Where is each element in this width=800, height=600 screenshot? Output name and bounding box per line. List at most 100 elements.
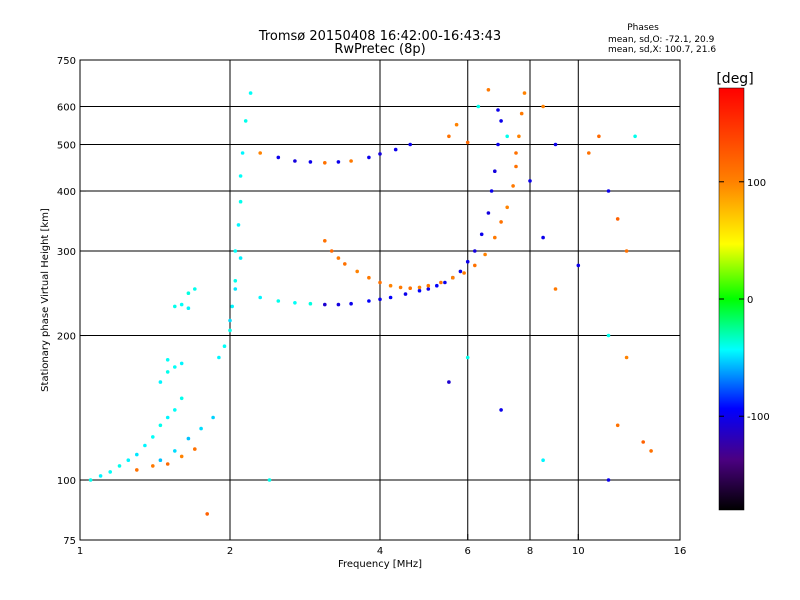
data-point bbox=[522, 91, 527, 95]
data-point bbox=[465, 355, 470, 360]
data-point bbox=[439, 280, 443, 285]
data-point bbox=[158, 458, 163, 463]
colorbar-ticks: -100 0 100 bbox=[719, 178, 770, 423]
data-point bbox=[165, 370, 170, 374]
y-tick-label: 100 bbox=[57, 476, 76, 487]
data-point bbox=[228, 318, 232, 323]
data-point bbox=[158, 423, 163, 428]
data-point bbox=[511, 184, 515, 188]
data-point bbox=[541, 458, 545, 463]
data-point bbox=[378, 280, 382, 285]
data-point bbox=[505, 205, 510, 210]
data-point bbox=[293, 159, 297, 163]
data-point bbox=[435, 283, 439, 288]
data-point bbox=[88, 478, 93, 482]
x-tick-label: 4 bbox=[377, 546, 383, 557]
data-point bbox=[587, 151, 591, 155]
data-point bbox=[649, 449, 653, 453]
data-point bbox=[151, 435, 155, 439]
data-point bbox=[248, 91, 253, 95]
data-point bbox=[233, 287, 238, 291]
data-point bbox=[276, 155, 281, 160]
data-point bbox=[308, 301, 313, 306]
x-tick-label: 8 bbox=[527, 546, 533, 557]
data-point bbox=[179, 302, 184, 307]
x-tick-label: 1 bbox=[77, 546, 83, 557]
data-point bbox=[624, 355, 629, 360]
data-point bbox=[486, 211, 491, 215]
colorbar-tick-label: 100 bbox=[747, 178, 766, 189]
data-point bbox=[499, 119, 503, 123]
data-point bbox=[606, 189, 611, 193]
y-tick-label: 400 bbox=[57, 187, 76, 198]
data-point bbox=[398, 285, 403, 290]
y-tick-label: 200 bbox=[57, 332, 76, 343]
data-point bbox=[496, 108, 500, 112]
data-point bbox=[443, 280, 447, 285]
data-point bbox=[143, 443, 147, 448]
data-point bbox=[349, 301, 353, 306]
data-point bbox=[135, 452, 139, 457]
data-point bbox=[541, 235, 545, 240]
data-point bbox=[451, 275, 455, 280]
colorbar-label: [deg] bbox=[716, 71, 753, 87]
y-tick-label: 300 bbox=[57, 247, 76, 258]
data-point bbox=[505, 134, 510, 139]
x-tick-label: 6 bbox=[465, 546, 471, 557]
data-point bbox=[228, 328, 232, 333]
data-point bbox=[336, 160, 341, 164]
data-point bbox=[186, 436, 191, 441]
data-point bbox=[479, 232, 484, 237]
data-point bbox=[499, 408, 503, 412]
data-points bbox=[88, 88, 653, 516]
data-point bbox=[417, 285, 422, 290]
stats-x-mode: mean, sd,X: 100.7, 21.6 bbox=[608, 45, 716, 55]
data-point bbox=[205, 512, 209, 516]
data-point bbox=[462, 271, 466, 275]
data-point bbox=[393, 147, 398, 152]
data-point bbox=[473, 263, 477, 268]
data-point bbox=[165, 358, 170, 362]
data-point bbox=[233, 249, 238, 253]
data-point bbox=[496, 142, 500, 147]
data-point bbox=[465, 259, 470, 264]
data-point bbox=[258, 295, 263, 300]
data-point bbox=[528, 179, 532, 183]
data-point bbox=[173, 365, 177, 369]
data-point bbox=[217, 355, 221, 360]
data-point bbox=[323, 161, 327, 165]
data-point bbox=[355, 269, 360, 274]
data-point bbox=[165, 462, 170, 466]
data-point bbox=[238, 199, 243, 204]
chart-title: Tromsø 20150408 16:42:00-16:43:43 bbox=[258, 29, 501, 44]
data-point bbox=[597, 134, 601, 139]
x-axis: 1 2 4 6 8 10 16 bbox=[77, 534, 686, 557]
y-axis-label: Stationary phase Virtual Height [km] bbox=[40, 208, 51, 392]
data-point bbox=[493, 235, 497, 240]
data-point bbox=[238, 174, 243, 178]
data-point bbox=[476, 104, 481, 109]
data-point bbox=[276, 299, 281, 303]
data-point bbox=[408, 286, 413, 291]
data-point bbox=[624, 249, 629, 253]
x-tick-label: 10 bbox=[572, 546, 585, 557]
data-point bbox=[514, 151, 518, 155]
y-tick-label: 500 bbox=[57, 141, 76, 152]
data-point bbox=[367, 299, 371, 303]
data-point bbox=[108, 470, 112, 474]
data-point bbox=[179, 454, 184, 459]
data-point bbox=[408, 142, 413, 147]
stats-title: Phases bbox=[627, 23, 659, 33]
data-point bbox=[186, 291, 191, 296]
data-point bbox=[367, 275, 371, 280]
x-axis-label: Frequency [MHz] bbox=[338, 559, 422, 570]
data-point bbox=[388, 283, 393, 288]
data-point bbox=[211, 415, 215, 420]
data-point bbox=[447, 134, 451, 139]
data-point bbox=[336, 302, 341, 307]
data-point bbox=[173, 304, 177, 309]
data-point bbox=[458, 269, 463, 274]
data-point bbox=[519, 111, 524, 116]
grid-lines bbox=[80, 60, 680, 540]
